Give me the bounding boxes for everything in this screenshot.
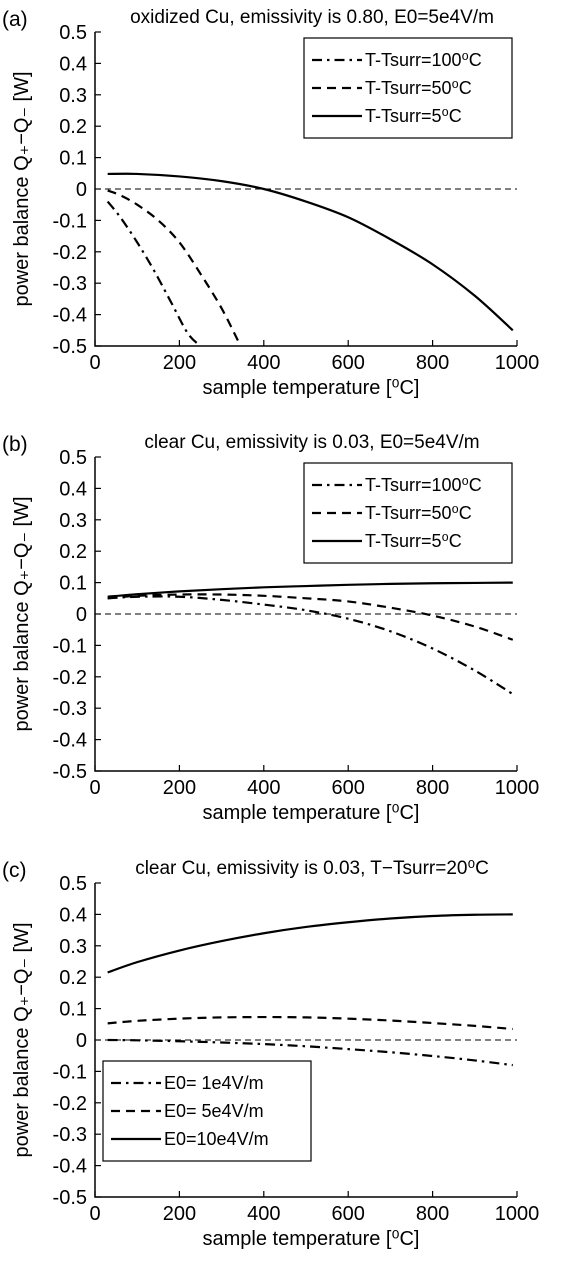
- y-tick-label: 0.5: [59, 22, 87, 44]
- y-tick-label: 0.1: [59, 148, 87, 170]
- chart-title: clear Cu, emissivity is 0.03, E0=5e4V/m: [144, 432, 479, 453]
- x-tick-label: 1000: [495, 777, 540, 799]
- y-tick-label: 0.2: [59, 541, 87, 563]
- y-tick-label: 0.4: [59, 53, 87, 75]
- y-tick-label: -0.2: [53, 667, 87, 689]
- legend-box: [303, 462, 513, 564]
- chart-panel-1: 0.50.40.30.20.10-0.1-0.2-0.3-0.4-0.50 200…: [2, 7, 539, 399]
- x-axis-label: sample temperature [⁰C]: [203, 1228, 420, 1250]
- series-line-1: [107, 595, 514, 696]
- y-tick-label: 0.5: [59, 873, 87, 895]
- x-tick-label: 200: [163, 777, 196, 799]
- x-tick-label: 800: [416, 352, 449, 374]
- x-tick-label: 400: [247, 777, 280, 799]
- x-tick-label: 0: [89, 777, 100, 799]
- y-tick-label: 0.3: [59, 85, 87, 107]
- x-tick-label: 600: [332, 777, 365, 799]
- y-tick-label: -0.1: [53, 210, 87, 232]
- panel-label: (a): [2, 8, 28, 31]
- legend-box: [102, 1060, 312, 1162]
- y-tick-label: 0.3: [59, 936, 87, 958]
- y-tick-label: 0: [76, 179, 87, 201]
- x-tick-label: 600: [332, 1203, 365, 1225]
- y-tick-label: -0.5: [53, 1187, 87, 1209]
- y-tick-label: -0.4: [53, 305, 87, 327]
- y-tick-label: -0.2: [53, 1093, 87, 1115]
- series-line-1: [106, 200, 202, 346]
- x-axis-label: sample temperature [⁰C]: [203, 377, 420, 399]
- y-axis-label: power balance Q₊−Q₋ [W]: [11, 922, 33, 1157]
- y-tick-label: 0: [76, 1030, 87, 1052]
- x-tick-label: 600: [332, 352, 365, 374]
- legend: E0= 1e4V/m E0= 5e4V/m E0=10e4V/m: [102, 1060, 312, 1162]
- y-tick-label: -0.4: [53, 730, 87, 752]
- y-axis-label: power balance Q₊−Q₋ [W]: [11, 71, 33, 306]
- x-tick-label: 400: [247, 1203, 280, 1225]
- legend: T-Tsurr=100⁰C T-Tsurr=50⁰C T-Tsurr=5⁰C: [303, 37, 513, 139]
- chart-title: oxidized Cu, emissivity is 0.80, E0=5e4V…: [130, 7, 494, 28]
- y-tick-label: -0.3: [53, 1124, 87, 1146]
- x-tick-label: 800: [416, 1203, 449, 1225]
- x-tick-label: 800: [416, 777, 449, 799]
- panel-label: (c): [2, 859, 27, 882]
- x-tick-label: 1000: [495, 1203, 540, 1225]
- legend-entry: T-Tsurr=50⁰C: [365, 78, 472, 98]
- x-tick-label: 0: [89, 352, 100, 374]
- series-line-2: [107, 593, 514, 641]
- y-tick-label: -0.1: [53, 635, 87, 657]
- x-tick-label: 200: [163, 1203, 196, 1225]
- y-tick-label: -0.3: [53, 273, 87, 295]
- y-tick-label: -0.5: [53, 761, 87, 783]
- y-tick-label: 0.5: [59, 447, 87, 469]
- chart-panel-3: 0.50.40.30.20.10-0.1-0.2-0.3-0.4-0.50 200…: [2, 858, 539, 1250]
- legend-entry: T-Tsurr=50⁰C: [365, 503, 472, 523]
- y-tick-label: 0.2: [59, 967, 87, 989]
- x-tick-label: 1000: [495, 352, 540, 374]
- legend-entry: T-Tsurr=100⁰C: [365, 475, 482, 495]
- y-tick-label: -0.4: [53, 1156, 87, 1178]
- legend-entry: T-Tsurr=100⁰C: [365, 50, 482, 70]
- y-tick-label: -0.1: [53, 1061, 87, 1083]
- legend-entry: E0= 5e4V/m: [164, 1101, 264, 1121]
- legend-box: [303, 37, 513, 139]
- legend: T-Tsurr=100⁰C T-Tsurr=50⁰C T-Tsurr=5⁰C: [303, 462, 513, 564]
- chart-title: clear Cu, emissivity is 0.03, T−Tsurr=20…: [135, 858, 489, 879]
- series-line-2: [107, 189, 242, 346]
- x-tick-label: 0: [89, 1203, 100, 1225]
- y-tick-label: -0.3: [53, 698, 87, 720]
- x-tick-label: 200: [163, 352, 196, 374]
- x-tick-label: 400: [247, 352, 280, 374]
- y-tick-label: 0.1: [59, 999, 87, 1021]
- x-axis-label: sample temperature [⁰C]: [203, 802, 420, 824]
- y-tick-label: 0.1: [59, 573, 87, 595]
- y-tick-label: -0.5: [53, 336, 87, 358]
- y-tick-label: 0.4: [59, 904, 87, 926]
- y-tick-label: -0.2: [53, 242, 87, 264]
- panel-label: (b): [2, 433, 28, 456]
- series-line-1: [107, 1038, 513, 1067]
- y-tick-label: 0.2: [59, 116, 87, 138]
- legend-entry: E0= 1e4V/m: [164, 1073, 264, 1093]
- series-line-2: [107, 1015, 513, 1031]
- legend-entry: E0=10e4V/m: [164, 1129, 269, 1149]
- chart-panel-2: 0.50.40.30.20.10-0.1-0.2-0.3-0.4-0.50 200…: [2, 432, 539, 824]
- series-line-3: [107, 913, 513, 974]
- y-tick-label: 0: [76, 604, 87, 626]
- y-axis-label: power balance Q₊−Q₋ [W]: [11, 496, 33, 731]
- y-tick-label: 0.3: [59, 510, 87, 532]
- y-tick-label: 0.4: [59, 478, 87, 500]
- legend-entry: T-Tsurr=5⁰C: [365, 106, 462, 126]
- series-line-3: [107, 581, 513, 598]
- legend-entry: T-Tsurr=5⁰C: [365, 531, 462, 551]
- series-line-3: [107, 172, 514, 332]
